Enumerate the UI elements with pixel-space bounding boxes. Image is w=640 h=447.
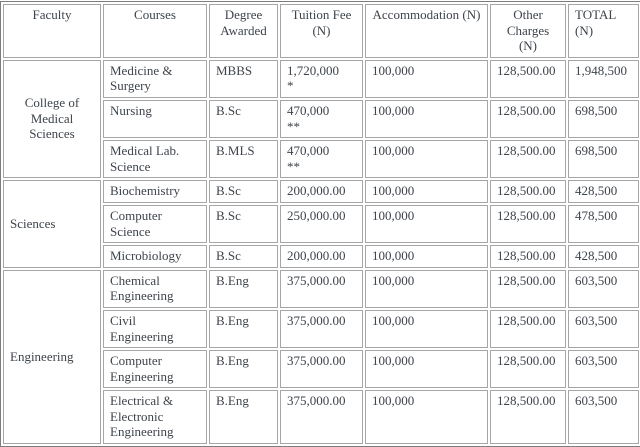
tuition-cell: 250,000.00 [280, 204, 363, 244]
tuition-note: ** [287, 158, 300, 174]
total-cell: 698,500 [568, 140, 639, 179]
other-charges-cell: 128,500.00 [490, 204, 566, 244]
table-row: Microbiology B.Sc 200,000.00 100,000 128,500… [3, 245, 639, 268]
tuition-cell: 375,000.00 [280, 269, 363, 308]
table-body: College of Medical Sciences Medicine & Su… [3, 59, 639, 445]
total-cell: 603,500 [568, 390, 639, 445]
tuition-note: * [287, 78, 294, 94]
tuition-value: 250,000.00 [287, 207, 346, 223]
degree-cell: B.Sc [209, 204, 278, 244]
faculty-cell: College of Medical Sciences [3, 59, 101, 179]
tuition-cell: 375,000.00 [280, 390, 363, 445]
column-header-tuition-fee-n: Tuition Fee (N) [280, 4, 363, 58]
accommodation-cell: 100,000 [365, 59, 488, 98]
tuition-cell: 470,000 ** [280, 99, 363, 139]
column-header-other-charges-n: Other Charges (N) [490, 4, 566, 58]
other-charges-cell: 128,500.00 [490, 180, 566, 203]
total-cell: 1,948,500 [568, 59, 639, 98]
degree-cell: B.Sc [209, 99, 278, 139]
degree-cell: B.Eng [209, 350, 278, 389]
header-row: Faculty Courses Degree Awarded Tuition Fee … [3, 4, 639, 58]
column-header-courses: Courses [103, 4, 207, 58]
course-cell: Microbiology [103, 245, 207, 268]
other-charges-cell: 128,500.00 [490, 309, 566, 349]
tuition-value: 375,000.00 [287, 393, 346, 409]
total-cell: 428,500 [568, 245, 639, 268]
tuition-value: 375,000.00 [287, 353, 346, 369]
column-header-total-n: TOTAL (N) [568, 4, 639, 58]
column-header-faculty: Faculty [3, 4, 101, 58]
table-row: Sciences Biochemistry B.Sc 200,000.00 100,00… [3, 180, 639, 268]
tuition-value: 470,000 [287, 102, 330, 118]
faculty-cell: Sciences [3, 180, 101, 268]
tuition-value: 375,000.00 [287, 312, 346, 328]
table-row: Civil Engineering B.Eng 375,000.00 100,000 1… [3, 309, 639, 349]
table-row: Engineering Chemical Engineering B.Eng 375,… [3, 269, 639, 445]
accommodation-cell: 100,000 [365, 99, 488, 139]
other-charges-cell: 128,500.00 [490, 350, 566, 389]
course-cell: Computer Engineering [103, 350, 207, 389]
accommodation-cell: 100,000 [365, 350, 488, 389]
accommodation-cell: 100,000 [365, 390, 488, 445]
total-cell: 698,500 [568, 99, 639, 139]
degree-cell: B.Eng [209, 390, 278, 445]
column-header-degree-awarded: Degree Awarded [209, 4, 278, 58]
tuition-cell: 200,000.00 [280, 180, 363, 203]
accommodation-cell: 100,000 [365, 140, 488, 179]
table-row: College of Medical Sciences Medicine & Su… [3, 59, 639, 179]
total-cell: 428,500 [568, 180, 639, 203]
accommodation-cell: 100,000 [365, 269, 488, 308]
course-cell: Nursing [103, 99, 207, 139]
total-cell: 603,500 [568, 309, 639, 349]
tuition-cell: 375,000.00 [280, 309, 363, 349]
tuition-value: 1,720,000 [287, 62, 339, 78]
course-cell: Biochemistry [103, 180, 207, 203]
other-charges-cell: 128,500.00 [490, 245, 566, 268]
total-cell: 603,500 [568, 269, 639, 308]
tuition-value: 470,000 [287, 143, 330, 159]
accommodation-cell: 100,000 [365, 180, 488, 203]
other-charges-cell: 128,500.00 [490, 99, 566, 139]
degree-cell: B.Eng [209, 269, 278, 308]
tuition-cell: 470,000 ** [280, 140, 363, 179]
table-row: Computer Science B.Sc 250,000.00 100,000 128… [3, 204, 639, 244]
accommodation-cell: 100,000 [365, 245, 488, 268]
other-charges-cell: 128,500.00 [490, 269, 566, 308]
other-charges-cell: 128,500.00 [490, 390, 566, 445]
tuition-note: ** [287, 118, 300, 134]
total-cell: 478,500 [568, 204, 639, 244]
tuition-cell: 1,720,000 * [280, 59, 363, 98]
table-row: Nursing B.Sc 470,000 ** 100,000 128,500.00 698… [3, 99, 639, 139]
other-charges-cell: 128,500.00 [490, 140, 566, 179]
faculty-cell: Engineering [3, 269, 101, 445]
course-cell: Medical Lab. Science [103, 140, 207, 179]
degree-cell: MBBS [209, 59, 278, 98]
total-cell: 603,500 [568, 350, 639, 389]
accommodation-cell: 100,000 [365, 309, 488, 349]
course-cell: Medicine & Surgery [103, 59, 207, 98]
table-row: Computer Engineering B.Eng 375,000.00 100,0… [3, 350, 639, 389]
degree-cell: B.Eng [209, 309, 278, 349]
tuition-cell: 375,000.00 [280, 350, 363, 389]
tuition-cell: 200,000.00 [280, 245, 363, 268]
other-charges-cell: 128,500.00 [490, 59, 566, 98]
degree-cell: B.MLS [209, 140, 278, 179]
degree-cell: B.Sc [209, 245, 278, 268]
accommodation-cell: 100,000 [365, 204, 488, 244]
degree-cell: B.Sc [209, 180, 278, 203]
tuition-value: 200,000.00 [287, 183, 346, 199]
tuition-value: 375,000.00 [287, 272, 346, 288]
course-cell: Computer Science [103, 204, 207, 244]
course-cell: Chemical Engineering [103, 269, 207, 308]
tuition-value: 200,000.00 [287, 248, 346, 264]
course-cell: Civil Engineering [103, 309, 207, 349]
column-header-accommodation-n: Accommodation (N) [365, 4, 488, 58]
table-row: Electrical & Electronic Engineering B.Eng… [3, 390, 639, 445]
table-row: Medical Lab. Science B.MLS 470,000 ** 100,00… [3, 140, 639, 179]
